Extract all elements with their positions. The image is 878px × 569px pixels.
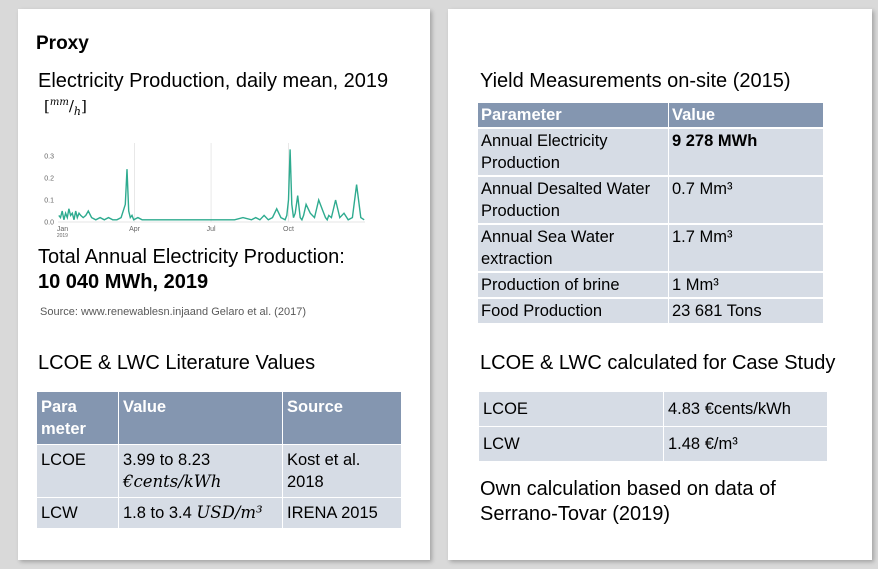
param-cell: Production of brine bbox=[478, 272, 669, 299]
table-row: LCOE 4.83 €cents/kWh bbox=[478, 391, 828, 427]
x-tick-label: Oct bbox=[283, 226, 294, 233]
value-cell: 1.7 Mm³ bbox=[668, 224, 824, 273]
electricity-chart: 0.0 0.1 0.2 0.3 Jan 2019 Apr Jul Oct bbox=[44, 143, 365, 239]
table-row: Food Production 23 681 Tons bbox=[478, 298, 824, 325]
yield-title: Yield Measurements on-site (2015) bbox=[480, 70, 791, 92]
header-value: Value bbox=[668, 103, 824, 129]
x-ticks: Jan 2019 Apr Jul Oct bbox=[57, 226, 294, 239]
param-cell: Annual Sea Water extraction bbox=[478, 224, 669, 273]
series-line bbox=[58, 149, 365, 222]
y-tick-label: 0.0 bbox=[44, 220, 54, 227]
unit-close-bracket: ] bbox=[80, 97, 87, 115]
table-row: Annual Desalted Water Production 0.7 Mm³ bbox=[478, 176, 824, 225]
header-value: Value bbox=[118, 391, 283, 445]
proxy-label: Proxy bbox=[36, 33, 89, 54]
param-cell: Food Production bbox=[478, 298, 669, 325]
y-ticks: 0.0 0.1 0.2 0.3 bbox=[44, 154, 54, 227]
value-cell: 9 278 MWh bbox=[668, 128, 824, 177]
x-tick-label: Apr bbox=[129, 226, 141, 233]
value-cell: 1 Mm³ bbox=[668, 272, 824, 299]
x-tick-label: Jul bbox=[207, 226, 216, 233]
source-note: Source: www.renewablesn.injaand Gelaro e… bbox=[40, 306, 306, 318]
table-header-row: Parameter Value bbox=[478, 103, 824, 129]
y-tick-label: 0.2 bbox=[44, 176, 54, 183]
left-panel: Proxy Electricity Production, daily mean… bbox=[18, 9, 430, 560]
lcw-value: 1.8 to 3.4 USD/m³ bbox=[118, 497, 283, 529]
lcw-value-main: 1.8 to 3.4 bbox=[123, 504, 192, 522]
chart-title: Electricity Production, daily mean, 2019 bbox=[38, 70, 389, 92]
header-parameter: Parameter bbox=[478, 103, 669, 129]
unit-label: [mm/h] bbox=[44, 97, 87, 118]
x-tick-label: Jan 2019 bbox=[57, 226, 68, 239]
total-label: Total Annual Electricity Production: bbox=[38, 246, 345, 268]
chart-grid bbox=[58, 143, 365, 223]
calc-lcw-value: 1.48 €/m³ bbox=[663, 426, 828, 462]
unit-denominator: h bbox=[73, 105, 81, 118]
y-tick-label: 0.3 bbox=[44, 154, 54, 161]
lcoe-param: LCOE bbox=[36, 444, 119, 498]
calc-lcw-param: LCW bbox=[478, 426, 664, 462]
lcoe-source: Kost et al. 2018 bbox=[282, 444, 402, 498]
unit-open-bracket: [ bbox=[44, 97, 50, 115]
param-cell: Annual Desalted Water Production bbox=[478, 176, 669, 225]
literature-table: Para meter Value Source LCOE 3.99 to 8.2… bbox=[36, 391, 402, 529]
lit-title: LCOE & LWC Literature Values bbox=[38, 352, 316, 374]
param-cell: Annual Electricity Production bbox=[478, 128, 669, 177]
y-tick-label: 0.1 bbox=[44, 198, 54, 205]
unit-numerator: mm bbox=[49, 97, 69, 108]
calc-note: Own calculation based on data of Serrano… bbox=[480, 478, 776, 525]
calc-table: LCOE 4.83 €cents/kWh LCW 1.48 €/m³ bbox=[478, 391, 828, 462]
right-panel: Yield Measurements on-site (2015) Parame… bbox=[448, 9, 872, 560]
table-row: Annual Electricity Production 9 278 MWh bbox=[478, 128, 824, 177]
table-header-row: Para meter Value Source bbox=[36, 391, 402, 445]
lcw-source: IRENA 2015 bbox=[282, 497, 402, 529]
table-row: LCOE 3.99 to 8.23 €cents/kWh Kost et al.… bbox=[36, 444, 402, 498]
header-parameter: Para meter bbox=[36, 391, 119, 445]
lcoe-value: 3.99 to 8.23 €cents/kWh bbox=[118, 444, 283, 498]
value-cell: 23 681 Tons bbox=[668, 298, 824, 325]
total-value: 10 040 MWh, 2019 bbox=[38, 271, 209, 293]
table-row: LCW 1.48 €/m³ bbox=[478, 426, 828, 462]
lcoe-value-main: 3.99 to 8.23 bbox=[123, 451, 211, 469]
header-source: Source bbox=[282, 391, 402, 445]
value-cell: 0.7 Mm³ bbox=[668, 176, 824, 225]
calc-lcoe-param: LCOE bbox=[478, 391, 664, 427]
yield-table: Parameter Value Annual Electricity Produ… bbox=[478, 103, 824, 325]
lcw-param: LCW bbox=[36, 497, 119, 529]
table-row: LCW 1.8 to 3.4 USD/m³ IRENA 2015 bbox=[36, 497, 402, 529]
table-row: Annual Sea Water extraction 1.7 Mm³ bbox=[478, 224, 824, 273]
table-row: Production of brine 1 Mm³ bbox=[478, 272, 824, 299]
lcoe-value-unit: €cents/kWh bbox=[123, 472, 222, 491]
calc-title: LCOE & LWC calculated for Case Study bbox=[480, 352, 836, 374]
calc-lcoe-value: 4.83 €cents/kWh bbox=[663, 391, 828, 427]
lcw-value-unit: USD/m³ bbox=[196, 503, 263, 522]
